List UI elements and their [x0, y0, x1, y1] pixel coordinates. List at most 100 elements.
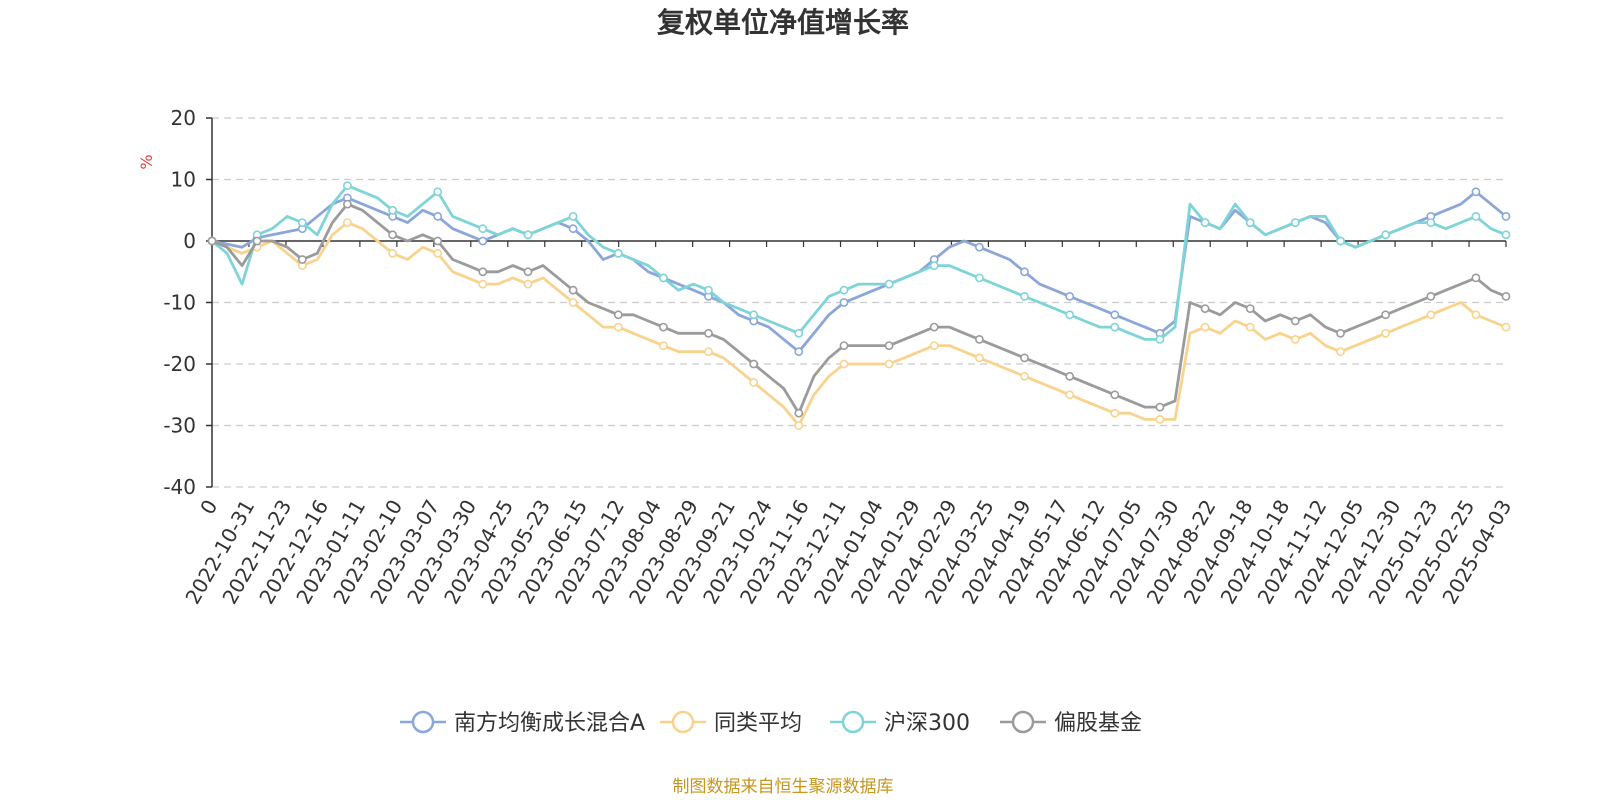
series-point [478, 267, 488, 277]
series-point [1501, 211, 1511, 221]
legend-item-1[interactable]: 同类平均 [660, 710, 802, 736]
series-point [1471, 310, 1481, 320]
series-point [1471, 211, 1481, 221]
series-point [1245, 218, 1255, 227]
series-point [929, 261, 939, 270]
series-line-1 [211, 221, 1507, 427]
series-point [704, 347, 713, 357]
series-point [794, 347, 804, 357]
series-point [1020, 353, 1029, 363]
series-point [884, 341, 894, 350]
series-point [568, 211, 578, 221]
y-tick-label: 10 [171, 168, 196, 192]
series-point [568, 224, 578, 234]
series-point [1290, 218, 1300, 227]
legend-marker-icon [671, 710, 695, 734]
x-tick-label: 0 [195, 496, 222, 519]
series-point [1471, 273, 1481, 283]
series-point [568, 285, 578, 295]
series-point [1245, 322, 1255, 332]
series-point [433, 187, 443, 197]
series-point [1200, 304, 1210, 313]
y-tick-label: -20 [163, 352, 196, 376]
series-point [749, 377, 759, 387]
series-point [252, 236, 262, 246]
series-point [659, 322, 668, 332]
series-point [523, 279, 533, 289]
series-point [794, 408, 804, 418]
series-point [1110, 390, 1120, 400]
legend-item-0[interactable]: 南方均衡成长混合A [400, 710, 645, 736]
series-point [975, 353, 984, 363]
series-point [1200, 218, 1210, 227]
legend-marker-icon [841, 710, 865, 734]
series-line-3 [211, 202, 1507, 415]
series-point [388, 205, 397, 215]
legend[interactable]: 南方均衡成长混合A 同类平均 沪深300 偏股基金 [400, 710, 1142, 736]
series-point [478, 279, 488, 289]
series-point [1065, 291, 1075, 301]
series-point [568, 298, 578, 307]
y-tick-label: -10 [163, 291, 196, 315]
series-point [1290, 334, 1300, 344]
legend-label: 南方均衡成长混合A [454, 711, 645, 736]
y-axis-unit: % [137, 154, 156, 169]
y-axis-ticks: 20 10 0 -10 -20 -30 -40 [163, 106, 212, 499]
series-point [1381, 230, 1390, 240]
legend-marker-icon [1011, 710, 1035, 734]
series-point [1290, 316, 1300, 326]
series-point [207, 236, 217, 246]
series-point [342, 181, 352, 190]
series-point [1501, 322, 1511, 332]
series-point [1065, 371, 1075, 381]
series-point [929, 322, 939, 332]
data-source-note: 制图数据来自恒生聚源数据库 [673, 777, 894, 797]
series-point [613, 322, 623, 332]
series-point [1065, 390, 1075, 400]
series-point [975, 273, 984, 283]
series-point [1155, 334, 1165, 344]
series-point [839, 285, 849, 295]
series-point [975, 334, 984, 344]
series-point [1426, 310, 1436, 320]
series-point [749, 310, 759, 320]
series-point [1155, 402, 1165, 412]
series-line-2 [211, 184, 1507, 341]
series-point [297, 218, 307, 227]
series-point [704, 328, 713, 338]
series-point [1065, 310, 1075, 320]
gridlines [212, 117, 1506, 488]
series-point [1110, 322, 1120, 332]
series-point [433, 248, 443, 258]
chart-title: 复权单位净值增长率 [657, 6, 909, 39]
series-point [613, 310, 623, 320]
series-point [342, 199, 352, 209]
series-point [478, 236, 488, 246]
series-point [1020, 267, 1029, 277]
series-point [1336, 236, 1345, 246]
series-point [659, 273, 668, 283]
series-point [884, 279, 894, 289]
series-point [1336, 328, 1345, 338]
series-point [659, 341, 668, 350]
series-point [1245, 304, 1255, 313]
y-tick-label: -30 [163, 414, 196, 438]
series-point [433, 211, 443, 221]
series-point [794, 421, 804, 430]
y-tick-label: 20 [171, 106, 196, 130]
series-point [1501, 291, 1511, 301]
legend-item-3[interactable]: 偏股基金 [1000, 710, 1142, 736]
series-point [342, 218, 352, 227]
series-point [749, 359, 759, 369]
series-point [1110, 408, 1120, 418]
series-point [1336, 347, 1345, 357]
series-point [839, 341, 849, 350]
series-point [1155, 414, 1165, 424]
series-point [794, 328, 804, 338]
series-point [388, 248, 397, 258]
series-point [388, 230, 397, 240]
series-point [523, 230, 533, 240]
legend-item-2[interactable]: 沪深300 [830, 710, 970, 736]
legend-label: 沪深300 [884, 711, 970, 736]
